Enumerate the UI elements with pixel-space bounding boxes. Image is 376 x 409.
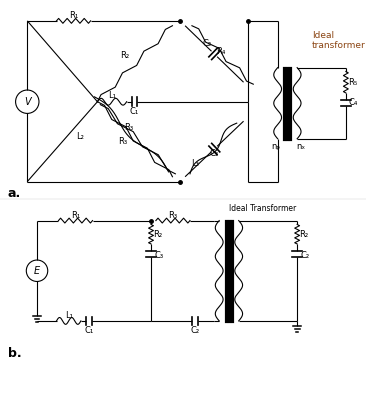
Text: R₂: R₂: [153, 230, 162, 239]
Text: C₄: C₄: [349, 98, 358, 107]
Text: L₂: L₂: [76, 132, 84, 141]
Text: L₃: L₃: [191, 159, 199, 168]
Text: C₂: C₂: [203, 39, 212, 48]
Text: L₁: L₁: [65, 310, 73, 319]
Text: C₂: C₂: [190, 326, 199, 335]
Text: R₃: R₃: [124, 123, 133, 132]
Text: R₃: R₃: [118, 137, 127, 146]
Text: Ideal
transformer: Ideal transformer: [312, 31, 365, 50]
Text: a.: a.: [8, 187, 21, 200]
Text: R₂: R₂: [299, 230, 309, 239]
Text: R₁: R₁: [71, 211, 80, 220]
Text: C₁: C₁: [84, 326, 93, 335]
Text: nₓ: nₓ: [296, 142, 306, 151]
Text: E: E: [34, 266, 40, 276]
Text: L₁: L₁: [108, 91, 116, 100]
Text: Ideal Transformer: Ideal Transformer: [229, 204, 296, 213]
Text: b.: b.: [8, 347, 21, 360]
Text: R₃: R₃: [168, 211, 177, 220]
Text: C₃: C₃: [210, 149, 219, 158]
Text: R₂: R₂: [120, 51, 129, 60]
Text: C₂: C₂: [300, 251, 309, 260]
Text: R₄: R₄: [217, 47, 226, 56]
Text: C₃: C₃: [154, 251, 163, 260]
Text: R₅: R₅: [348, 78, 357, 87]
Text: R₁: R₁: [69, 11, 78, 20]
Text: V: V: [24, 97, 30, 107]
Text: C₁: C₁: [130, 107, 139, 116]
Text: nₚ: nₚ: [271, 142, 280, 151]
